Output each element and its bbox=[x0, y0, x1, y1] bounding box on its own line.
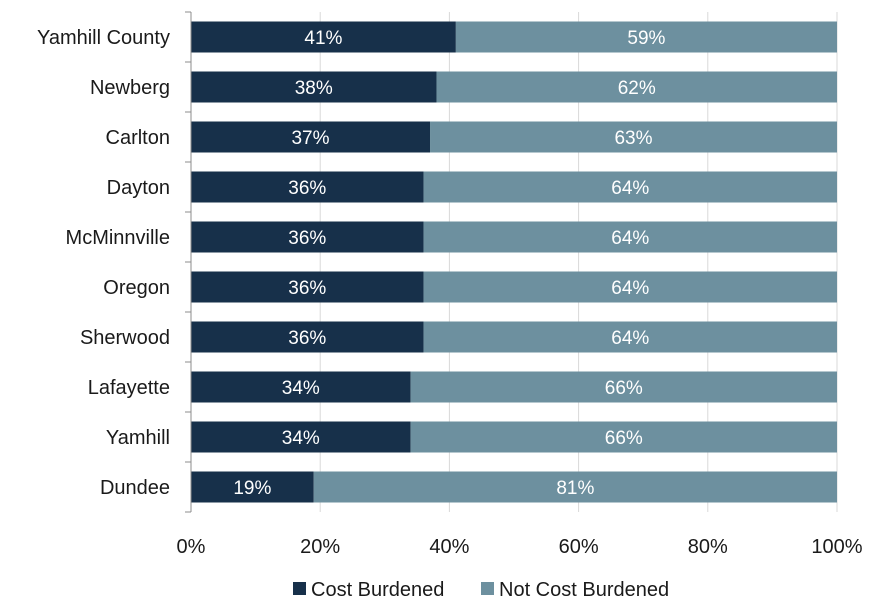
data-label: 36% bbox=[288, 278, 326, 299]
data-label: 64% bbox=[611, 228, 649, 249]
category-label: Yamhill County bbox=[37, 27, 170, 49]
category-label: Newberg bbox=[90, 77, 170, 99]
cost-burdened-bar bbox=[191, 371, 411, 403]
legend-swatch-cost-burdened bbox=[293, 582, 306, 595]
data-label: 34% bbox=[282, 428, 320, 449]
axes: 0% 20% 40% 60% 80% 100% Yamhill County Newberg C… bbox=[37, 11, 863, 558]
data-label: 36% bbox=[288, 178, 326, 199]
data-label: 81% bbox=[556, 478, 594, 499]
category-label: Yamhill bbox=[106, 427, 170, 449]
data-label: 41% bbox=[304, 28, 342, 49]
data-label: 64% bbox=[611, 178, 649, 199]
data-label: 36% bbox=[288, 328, 326, 349]
bars: 41% 59% 38% 62% 37% 63% 36% 64% 36% 64% 36% 64% 36% 6… bbox=[191, 21, 837, 503]
category-label: Sherwood bbox=[80, 327, 170, 349]
x-tick-label: 20% bbox=[300, 536, 340, 558]
category-label: Oregon bbox=[103, 277, 170, 299]
not-cost-burdened-bar bbox=[455, 21, 837, 53]
category-label: Dayton bbox=[107, 177, 170, 199]
not-cost-burdened-bar bbox=[436, 71, 837, 103]
not-cost-burdened-bar bbox=[423, 271, 837, 303]
not-cost-burdened-bar bbox=[410, 421, 837, 453]
cost-burdened-bar bbox=[191, 71, 437, 103]
data-label: 59% bbox=[627, 28, 665, 49]
data-label: 63% bbox=[614, 128, 652, 149]
cost-burdened-bar bbox=[191, 21, 456, 53]
x-tick-label: 80% bbox=[688, 536, 728, 558]
data-label: 64% bbox=[611, 278, 649, 299]
data-label: 38% bbox=[295, 78, 333, 99]
data-label: 19% bbox=[233, 478, 271, 499]
cost-burdened-bar bbox=[191, 471, 314, 503]
x-tick-label: 60% bbox=[559, 536, 599, 558]
cost-burdened-bar bbox=[191, 421, 411, 453]
not-cost-burdened-bar bbox=[423, 171, 837, 203]
category-label: Carlton bbox=[106, 127, 170, 149]
cost-burdened-bar bbox=[191, 271, 424, 303]
data-label: 36% bbox=[288, 228, 326, 249]
cost-burdened-bar bbox=[191, 121, 431, 153]
cost-burdened-bar bbox=[191, 171, 424, 203]
not-cost-burdened-bar bbox=[430, 121, 837, 153]
x-tick-label: 100% bbox=[811, 536, 862, 558]
not-cost-burdened-bar bbox=[313, 471, 837, 503]
data-label: 37% bbox=[291, 128, 329, 149]
x-tick-label: 40% bbox=[429, 536, 469, 558]
data-label: 66% bbox=[605, 378, 643, 399]
legend: Cost Burdened Not Cost Burdened bbox=[293, 579, 669, 601]
not-cost-burdened-bar bbox=[423, 321, 837, 353]
data-label: 64% bbox=[611, 328, 649, 349]
category-label: McMinnville bbox=[66, 227, 170, 249]
legend-label: Cost Burdened bbox=[311, 579, 444, 601]
data-label: 34% bbox=[282, 378, 320, 399]
data-label: 66% bbox=[605, 428, 643, 449]
not-cost-burdened-bar bbox=[410, 371, 837, 403]
x-tick-label: 0% bbox=[177, 536, 206, 558]
cost-burdened-bar bbox=[191, 321, 424, 353]
cost-burdened-bar bbox=[191, 221, 424, 253]
category-label: Lafayette bbox=[88, 377, 170, 399]
category-label: Dundee bbox=[100, 477, 170, 499]
data-label: 62% bbox=[618, 78, 656, 99]
legend-swatch-not-cost-burdened bbox=[481, 582, 494, 595]
legend-label: Not Cost Burdened bbox=[499, 579, 669, 601]
not-cost-burdened-bar bbox=[423, 221, 837, 253]
